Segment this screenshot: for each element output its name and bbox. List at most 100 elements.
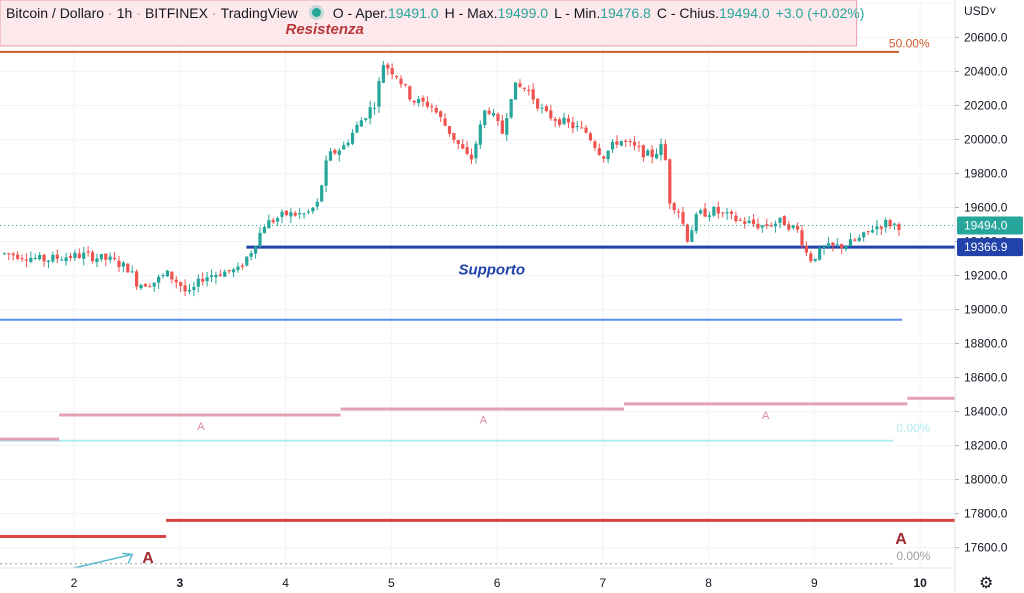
candle-body xyxy=(139,284,143,289)
candle-body xyxy=(38,255,42,260)
candle-body xyxy=(822,246,826,249)
candle-body xyxy=(500,120,504,134)
candle-body xyxy=(575,125,579,128)
candle-body xyxy=(593,141,597,148)
candle-body xyxy=(187,289,192,292)
candle-body xyxy=(174,279,178,283)
candle-body xyxy=(86,251,90,253)
candle-body xyxy=(324,160,328,186)
candle-body xyxy=(536,98,540,109)
close-value: 19494.0 xyxy=(719,5,770,21)
candle-body xyxy=(677,211,681,213)
candle-body xyxy=(231,269,236,273)
pattern-a-label: A xyxy=(142,550,154,567)
candle-body xyxy=(602,156,606,159)
y-tick-label: 18800.0 xyxy=(964,337,1008,351)
candle-body xyxy=(478,124,482,145)
candle-body xyxy=(68,255,73,258)
candle-body xyxy=(51,254,55,262)
candle-body xyxy=(90,252,95,262)
candle-body xyxy=(637,145,641,147)
candle-body xyxy=(20,258,24,260)
y-tick-label: 17600.0 xyxy=(964,541,1008,555)
candle-body xyxy=(553,118,557,121)
candle-body xyxy=(747,220,751,223)
x-tick-label: 9 xyxy=(811,576,818,590)
candle-body xyxy=(624,140,628,142)
y-tick-label: 18000.0 xyxy=(964,473,1008,487)
candle-body xyxy=(734,215,738,222)
candle-body xyxy=(469,154,474,160)
candle-body xyxy=(16,254,20,259)
candle-body xyxy=(55,254,59,259)
chevron-down-icon: ˅ xyxy=(989,4,997,18)
candle-body xyxy=(672,203,676,211)
x-tick-label: 7 xyxy=(599,576,606,590)
candle-body xyxy=(668,159,672,204)
candle-body xyxy=(826,243,831,247)
candle-body xyxy=(99,254,103,260)
candle-body xyxy=(95,258,99,263)
low-label: L - Min. xyxy=(554,5,601,21)
candle-body xyxy=(11,253,15,256)
candle-body xyxy=(509,98,513,118)
candle-body xyxy=(253,246,258,254)
interval[interactable]: 1h xyxy=(116,5,133,21)
y-tick-label: 20600.0 xyxy=(964,30,1008,44)
pattern-a-label: A xyxy=(197,421,205,433)
candle-body xyxy=(588,133,593,141)
candle-body xyxy=(848,239,853,247)
y-tick-label: 19800.0 xyxy=(964,166,1008,180)
candle-body xyxy=(29,257,33,262)
y-tick-label: 19600.0 xyxy=(964,200,1008,214)
candle-body xyxy=(342,145,346,150)
pattern-a-label: A xyxy=(762,410,770,422)
candle-body xyxy=(355,124,359,133)
resistance-label: Resistenza xyxy=(285,21,363,38)
candle-body xyxy=(558,119,562,126)
candle-body xyxy=(108,256,112,260)
candle-body xyxy=(165,270,170,277)
symbol-name[interactable]: Bitcoin / Dollaro xyxy=(6,5,105,21)
candle-body xyxy=(531,89,535,100)
candle-body xyxy=(289,212,293,217)
candle-body xyxy=(513,82,518,100)
candle-body xyxy=(615,141,619,145)
arrow-head xyxy=(122,552,134,564)
exchange: BITFINEX xyxy=(144,5,208,21)
candle-body xyxy=(835,244,839,246)
candle-body xyxy=(293,212,297,216)
candle-body xyxy=(249,253,253,257)
candle-body xyxy=(60,259,64,261)
x-tick-label: 6 xyxy=(494,576,501,590)
candle-body xyxy=(161,275,165,277)
x-tick-label: 8 xyxy=(705,576,712,590)
close-label: C - Chius. xyxy=(656,5,720,21)
candle-body xyxy=(619,141,623,146)
candle-body xyxy=(390,68,394,75)
candle-body xyxy=(315,201,319,207)
candle-body xyxy=(712,206,716,216)
candle-body xyxy=(399,78,403,85)
candle-body xyxy=(707,215,712,217)
candle-body xyxy=(527,89,531,91)
candle-body xyxy=(809,253,813,262)
gear-icon[interactable]: ⚙ xyxy=(979,575,994,592)
currency-label: USD xyxy=(964,4,990,18)
candle-body xyxy=(386,64,390,69)
candle-body xyxy=(756,223,760,229)
candle-body xyxy=(725,212,729,214)
candle-body xyxy=(773,223,778,227)
candle-body xyxy=(646,150,650,156)
candle-body xyxy=(650,149,654,157)
candle-body xyxy=(892,223,897,225)
candle-body xyxy=(447,126,452,134)
candle-body xyxy=(64,257,68,262)
candle-body xyxy=(743,221,747,224)
candle-body xyxy=(632,141,637,146)
currency-selector[interactable]: USD˅ xyxy=(964,4,996,18)
pattern-a-label: A xyxy=(480,415,488,427)
candle-body xyxy=(214,274,218,277)
candle-body xyxy=(201,278,205,282)
